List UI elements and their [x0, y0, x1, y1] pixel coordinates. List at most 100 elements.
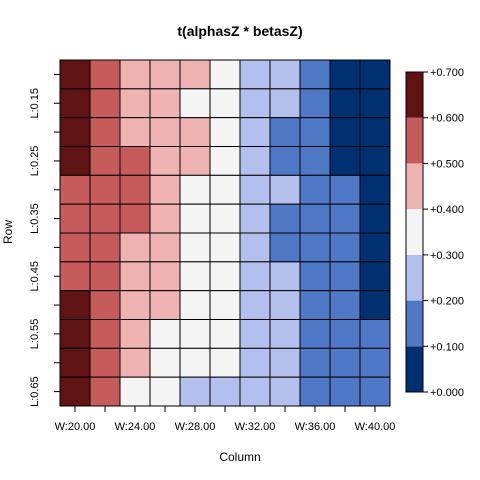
heatmap-cell: [179, 319, 211, 349]
legend-swatch: [406, 209, 423, 255]
heatmap-cell: [89, 376, 121, 407]
heatmap-cell: [119, 203, 151, 234]
heatmap-cell: [359, 347, 391, 378]
heatmap-cell: [329, 174, 361, 205]
heatmap-cell: [299, 203, 331, 234]
heatmap-cell: [209, 174, 241, 205]
heatmap-cell: [59, 347, 91, 378]
heatmap-cell: [149, 146, 181, 176]
heatmap-cell: [59, 146, 91, 176]
heatmap-cell: [119, 59, 151, 90]
heatmap-cell: [59, 174, 91, 205]
heatmap-cell: [89, 117, 121, 147]
heatmap-cell: [179, 88, 211, 119]
heatmap-cell: [299, 232, 331, 263]
heatmap-cell: [149, 290, 181, 320]
heatmap-cell: [89, 261, 121, 292]
heatmap-cell: [89, 203, 121, 234]
heatmap-cell: [179, 117, 211, 147]
heatmap-cell: [329, 146, 361, 176]
heatmap-cell: [209, 117, 241, 147]
heatmap-cell: [299, 290, 331, 320]
heatmap-cell: [239, 117, 271, 147]
y-tick-label: L:0.45: [29, 261, 41, 292]
heatmap-cell: [119, 319, 151, 349]
heatmap-cell: [299, 146, 331, 176]
heatmap-cell: [89, 174, 121, 205]
heatmap-cell: [329, 319, 361, 349]
heatmap-cell: [299, 376, 331, 407]
heatmap-cell: [179, 290, 211, 320]
heatmap-cell: [269, 174, 301, 205]
legend-label: +0.000: [430, 387, 464, 399]
heatmap-cell: [119, 117, 151, 147]
heatmap-cell: [149, 232, 181, 263]
legend-label: +0.600: [430, 113, 464, 125]
legend-label: +0.700: [430, 67, 464, 79]
x-axis-title: Column: [219, 450, 260, 464]
heatmap-cell: [359, 203, 391, 234]
heatmap-cell: [239, 146, 271, 176]
legend-swatch: [406, 163, 423, 210]
heatmap-cells: [59, 59, 391, 407]
heatmap-cell: [179, 203, 211, 234]
heatmap-cell: [149, 347, 181, 378]
heatmap-cell: [89, 59, 121, 90]
heatmap-cell: [209, 146, 241, 176]
heatmap-cell: [149, 319, 181, 349]
x-tick-label: W:40.00: [355, 421, 396, 433]
legend-label: +0.200: [430, 296, 464, 308]
heatmap-cell: [119, 146, 151, 176]
heatmap-cell: [179, 59, 211, 90]
heatmap-cell: [89, 290, 121, 320]
heatmap-cell: [59, 319, 91, 349]
heatmap-cell: [299, 117, 331, 147]
x-tick-label: W:36.00: [295, 421, 336, 433]
heatmap-cell: [329, 290, 361, 320]
heatmap-cell: [119, 290, 151, 320]
heatmap-cell: [359, 88, 391, 119]
heatmap-cell: [269, 88, 301, 119]
color-legend: +0.000 +0.100 +0.200 +0.300 +0.400 +0.500 +0.6…: [405, 67, 464, 399]
heatmap-cell: [119, 232, 151, 263]
heatmap-cell: [329, 88, 361, 119]
heatmap-cell: [179, 261, 211, 292]
heatmap-cell: [59, 376, 91, 407]
y-tick-label: L:0.55: [29, 319, 41, 350]
y-axis: L:0.15 L:0.25 L:0.35 L:0.45 L:0.55 L:0.65: [29, 73, 60, 407]
x-tick-label: W:28.00: [175, 421, 216, 433]
heatmap-cell: [209, 88, 241, 119]
heatmap-cell: [149, 88, 181, 119]
heatmap-cell: [329, 117, 361, 147]
heatmap-cell: [179, 146, 211, 176]
heatmap-cell: [239, 88, 271, 119]
heatmap-cell: [149, 59, 181, 90]
y-axis-title: Row: [1, 220, 15, 244]
heatmap-cell: [269, 59, 301, 90]
x-tick-label: W:32.00: [235, 421, 276, 433]
heatmap-cell: [209, 59, 241, 90]
y-tick-label: L:0.65: [29, 376, 41, 407]
heatmap-cell: [269, 203, 301, 234]
heatmap-cell: [239, 290, 271, 320]
heatmap-cell: [329, 59, 361, 90]
heatmap-cell: [269, 117, 301, 147]
heatmap-cell: [329, 347, 361, 378]
heatmap-cell: [359, 117, 391, 147]
heatmap-cell: [239, 174, 271, 205]
heatmap-cell: [149, 376, 181, 407]
x-axis: W:20.00 W:24.00 W:28.00 W:32.00 W:36.00 W:40.…: [55, 406, 396, 433]
heatmap-cell: [209, 290, 241, 320]
y-tick-label: L:0.35: [29, 203, 41, 234]
heatmap-cell: [59, 232, 91, 263]
heatmap-cell: [239, 261, 271, 292]
heatmap-cell: [149, 203, 181, 234]
heatmap-cell: [179, 174, 211, 205]
heatmap-cell: [149, 117, 181, 147]
heatmap-cell: [119, 376, 151, 407]
heatmap-cell: [89, 88, 121, 119]
heatmap-cell: [269, 376, 301, 407]
heatmap-cell: [209, 203, 241, 234]
legend-swatch: [406, 72, 423, 118]
heatmap-cell: [359, 146, 391, 176]
